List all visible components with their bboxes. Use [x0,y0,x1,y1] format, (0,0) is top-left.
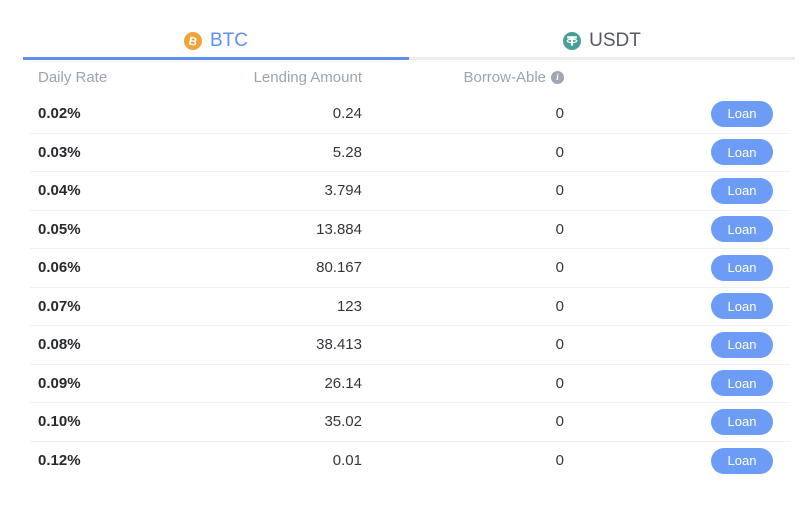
lending-amount-cell: 3.794 [324,182,362,200]
daily-rate-cell: 0.12% [38,452,81,470]
loan-cell: Loan [568,254,790,281]
lending-amount-cell: 0.01 [332,452,362,470]
loan-button[interactable]: Loan [711,100,773,127]
table-row: 0.07% 123 0 Loan [30,288,790,326]
btc-icon: B [184,32,202,50]
loan-cell: Loan [568,447,790,474]
tab-usdt-label: USDT [589,30,641,51]
table-row: 0.06% 80.167 0 Loan [30,249,790,288]
usdt-icon [563,32,582,50]
loan-cell: Loan [568,216,790,243]
header-borrow-able-label: Borrow-Able [463,69,546,86]
table-header-row: Daily Rate Lending Amount Borrow-Able i [30,60,790,95]
header-lending-amount: Lending Amount [253,69,362,86]
table-row: 0.12% 0.01 0 Loan [30,442,790,481]
loan-button[interactable]: Loan [711,370,773,397]
asset-tabs: B BTC USDT [23,0,795,60]
loan-button[interactable]: Loan [711,139,773,166]
table-row: 0.03% 5.28 0 Loan [30,134,790,172]
borrow-able-cell: 0 [555,297,564,315]
daily-rate-cell: 0.07% [38,297,81,315]
daily-rate-cell: 0.03% [38,143,81,161]
daily-rate-cell: 0.05% [38,220,81,238]
daily-rate-cell: 0.04% [38,182,81,200]
lending-table-body: 0.02% 0.24 0 Loan 0.03% 5.28 0 Loan 0.04… [30,95,790,480]
borrow-able-cell: 0 [555,374,564,392]
info-icon[interactable]: i [551,71,564,84]
loan-cell: Loan [568,100,790,127]
lending-amount-cell: 5.28 [332,143,362,161]
loan-cell: Loan [568,408,790,435]
borrow-able-cell: 0 [555,143,564,161]
loan-button[interactable]: Loan [711,293,773,320]
loan-button[interactable]: Loan [711,447,773,474]
lending-amount-cell: 13.884 [316,220,362,238]
svg-text:B: B [187,35,198,48]
lending-amount-cell: 26.14 [324,374,362,392]
header-daily-rate: Daily Rate [38,69,108,86]
loan-cell: Loan [568,177,790,204]
borrow-able-cell: 0 [555,182,564,200]
tab-usdt[interactable]: USDT [409,0,795,60]
tab-btc[interactable]: B BTC [23,0,409,60]
loan-button[interactable]: Loan [711,408,773,435]
loan-cell: Loan [568,139,790,166]
table-row: 0.05% 13.884 0 Loan [30,211,790,249]
borrow-able-cell: 0 [555,259,564,277]
header-borrow-able: Borrow-Able i [365,69,568,86]
lending-amount-cell: 35.02 [324,413,362,431]
borrow-able-cell: 0 [555,413,564,431]
daily-rate-cell: 0.08% [38,336,81,354]
lending-amount-cell: 80.167 [316,259,362,277]
table-row: 0.08% 38.413 0 Loan [30,326,790,365]
borrow-able-cell: 0 [555,452,564,470]
borrow-able-cell: 0 [555,220,564,238]
daily-rate-cell: 0.06% [38,259,81,277]
table-row: 0.02% 0.24 0 Loan [30,95,790,134]
daily-rate-cell: 0.02% [38,105,81,123]
borrow-able-cell: 0 [555,105,564,123]
table-row: 0.10% 35.02 0 Loan [30,403,790,442]
daily-rate-cell: 0.10% [38,413,81,431]
loan-button[interactable]: Loan [711,331,773,358]
lending-amount-cell: 0.24 [332,105,362,123]
tab-btc-label: BTC [210,30,248,51]
loan-button[interactable]: Loan [711,216,773,243]
lending-amount-cell: 38.413 [316,336,362,354]
lending-amount-cell: 123 [336,297,362,315]
loan-button[interactable]: Loan [711,254,773,281]
loan-button[interactable]: Loan [711,177,773,204]
loan-cell: Loan [568,331,790,358]
borrow-able-cell: 0 [555,336,564,354]
loan-cell: Loan [568,370,790,397]
lending-table: Daily Rate Lending Amount Borrow-Able i … [30,60,790,480]
table-row: 0.04% 3.794 0 Loan [30,172,790,211]
loan-cell: Loan [568,293,790,320]
table-row: 0.09% 26.14 0 Loan [30,365,790,403]
daily-rate-cell: 0.09% [38,374,81,392]
